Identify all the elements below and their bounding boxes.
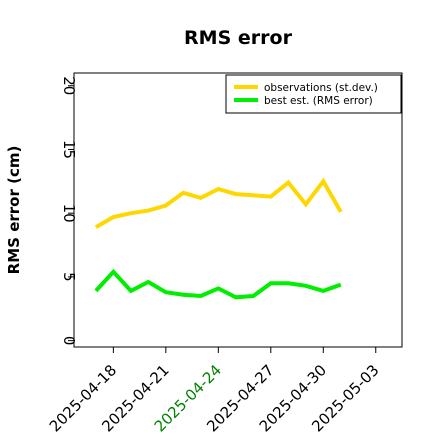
legend: observations (st.dev.)best est. (RMS err… bbox=[225, 74, 402, 114]
y-tick-label: 10 bbox=[60, 204, 78, 223]
y-tick-label: 20 bbox=[60, 76, 78, 95]
y-tick-label: 15 bbox=[60, 140, 78, 159]
legend-box bbox=[225, 74, 402, 114]
y-tick-label: 5 bbox=[60, 272, 78, 282]
legend-label: best est. (RMS error) bbox=[264, 95, 373, 107]
y-tick-label: 0 bbox=[60, 336, 78, 346]
legend-label: observations (st.dev.) bbox=[264, 82, 378, 94]
plot-frame bbox=[73, 72, 403, 348]
y-axis-label: RMS error (cm) bbox=[5, 146, 23, 275]
series-line-2 bbox=[94, 268, 342, 300]
plot-layer: 051015202025-04-182025-04-212025-04-2420… bbox=[46, 72, 403, 435]
chart-title: RMS error bbox=[184, 27, 293, 49]
series-line-1 bbox=[94, 177, 343, 229]
